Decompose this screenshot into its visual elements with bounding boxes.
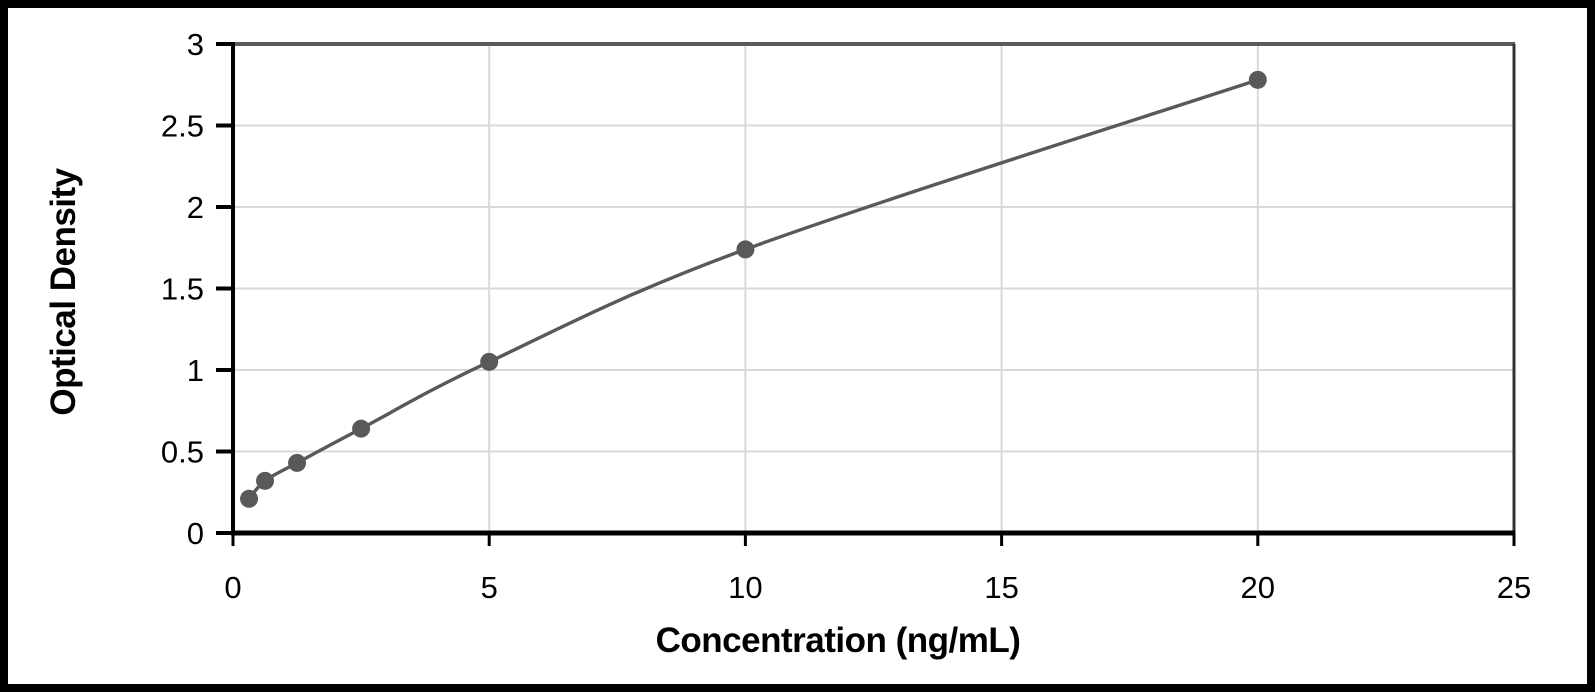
y-tick-label: 0 [187, 516, 204, 551]
y-tick-label: 1 [187, 353, 204, 388]
y-tick-label: 0.5 [161, 435, 204, 470]
x-tick-label: 5 [481, 570, 498, 605]
y-tick-label: 2 [187, 190, 204, 225]
y-axis-title: Optical Density [44, 168, 83, 416]
data-point-marker [736, 240, 755, 259]
x-tick-label: 10 [728, 570, 762, 605]
y-tick-label: 2.5 [161, 109, 204, 144]
x-tick-label: 20 [1241, 570, 1275, 605]
y-tick-label: 3 [187, 27, 204, 62]
data-point-marker [256, 471, 275, 490]
data-point-marker [240, 489, 259, 508]
data-point-marker [288, 453, 307, 472]
x-axis-title: Concentration (ng/mL) [655, 621, 1021, 660]
x-tick-label: 25 [1497, 570, 1531, 605]
x-tick-label: 15 [984, 570, 1018, 605]
data-point-marker [1248, 70, 1267, 89]
y-tick-label: 1.5 [161, 272, 204, 307]
x-tick-label: 0 [224, 570, 241, 605]
data-point-marker [480, 352, 499, 371]
data-point-marker [352, 419, 371, 438]
